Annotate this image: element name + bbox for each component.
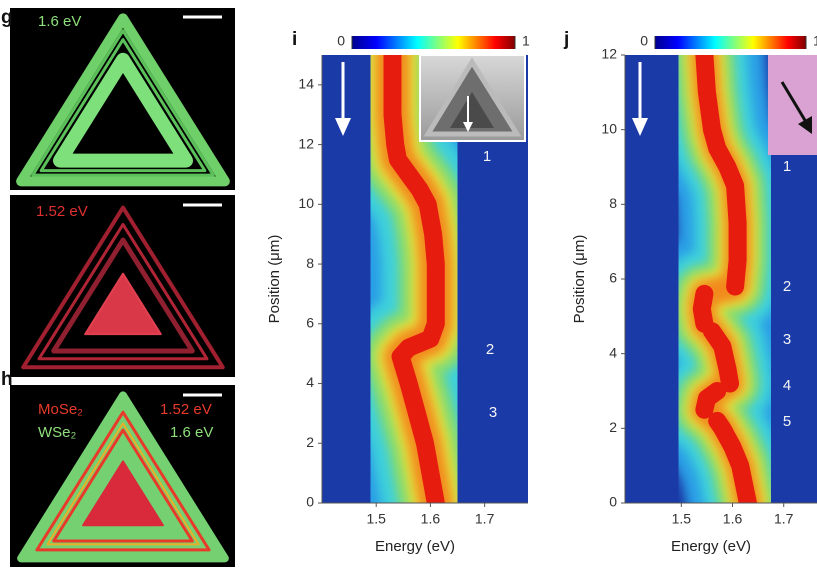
annotation: 3 (783, 331, 791, 348)
y-tick-label: 2 (609, 419, 617, 435)
y-tick-label: 14 (298, 76, 314, 92)
image-text: 1.6 eV (38, 13, 81, 30)
colorbar (655, 36, 806, 49)
colorbar-tick-label: 0 (640, 33, 648, 49)
x-tick-label: 1.6 (723, 511, 743, 527)
y-tick-label: 6 (306, 315, 314, 331)
y-tick-label: 8 (306, 255, 314, 271)
y-tick-label: 10 (601, 120, 617, 136)
panel-label: j (563, 29, 569, 50)
x-axis-label: Energy (eV) (671, 538, 751, 555)
ridge-line (702, 294, 705, 324)
annotation: 1 (483, 148, 491, 165)
x-axis-label: Energy (eV) (375, 538, 455, 555)
y-axis-label: Position (μm) (571, 235, 588, 324)
annotation: 2 (783, 278, 791, 295)
y-tick-label: 8 (609, 195, 617, 211)
annotation: 3 (489, 404, 497, 421)
image-text: 1.52 eV (36, 203, 88, 220)
figure: g h 1.6 eV 1.52 eV MoSe₂ WSe₂ 1.52 eV 1.… (0, 0, 817, 569)
image-text: WSe₂ (38, 424, 77, 441)
x-tick-label: 1.7 (475, 511, 495, 527)
y-tick-label: 4 (609, 344, 617, 360)
x-tick-label: 1.5 (672, 511, 692, 527)
colorbar (352, 36, 515, 49)
y-tick-label: 12 (601, 46, 617, 62)
annotation: 1 (783, 158, 791, 175)
image-text: MoSe₂ (38, 401, 83, 418)
y-tick-label: 0 (306, 494, 314, 510)
colorbar-tick-label: 1 (522, 33, 530, 49)
colorbar-tick-label: 0 (337, 33, 345, 49)
annotation: 2 (486, 341, 494, 358)
panel-label: i (292, 29, 297, 50)
x-tick-label: 1.7 (774, 511, 794, 527)
annotation: 4 (783, 377, 791, 394)
y-axis-label: Position (μm) (266, 235, 283, 324)
spectral-map (702, 55, 748, 503)
annotation: 5 (783, 413, 791, 430)
y-tick-label: 0 (609, 494, 617, 510)
y-tick-label: 10 (298, 195, 314, 211)
image-text: 1.6 eV (170, 424, 213, 441)
inset-image (768, 55, 817, 155)
x-tick-label: 1.5 (366, 511, 386, 527)
y-tick-label: 12 (298, 135, 314, 151)
image-text: 1.52 eV (160, 401, 212, 418)
panel-label: h (1, 369, 13, 390)
y-tick-label: 6 (609, 270, 617, 286)
y-tick-label: 4 (306, 374, 314, 390)
x-tick-label: 1.6 (421, 511, 441, 527)
y-tick-label: 2 (306, 434, 314, 450)
colorbar-tick-label: 1 (813, 33, 817, 49)
panel-label: g (1, 7, 13, 28)
